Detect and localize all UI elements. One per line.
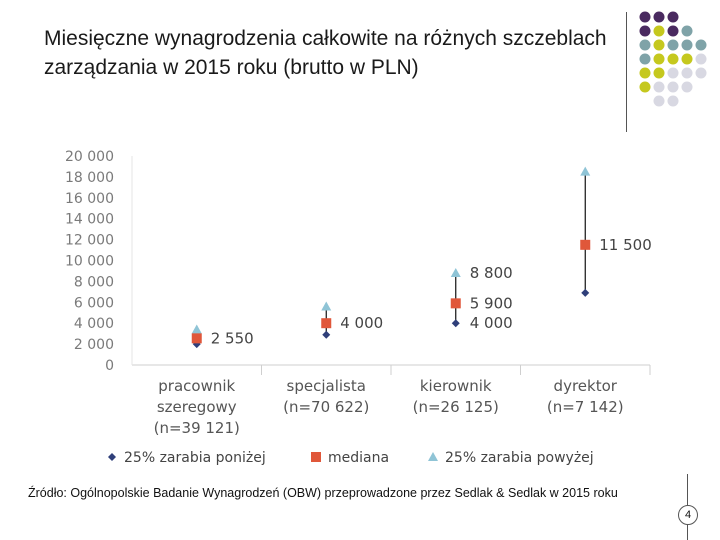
range-lines: [196, 171, 586, 345]
decorative-dot: [667, 81, 679, 93]
decorative-dot-grid: [639, 11, 707, 107]
high-quartile-marker: [321, 301, 332, 311]
decorative-dot: [639, 25, 651, 37]
data-label: 11 500: [599, 236, 652, 254]
legend-median-marker: [311, 452, 321, 462]
category-label: szeregowy: [157, 398, 237, 416]
data-markers: [191, 166, 591, 349]
category-label: pracownik: [158, 377, 235, 395]
data-labels: 2 550 4 000 8 800 5 900 4 000 11 500: [211, 236, 652, 348]
decorative-dot: [681, 81, 693, 93]
decorative-dot: [681, 25, 693, 37]
decorative-dot: [653, 11, 665, 23]
data-label: 4 000: [340, 314, 383, 332]
decorative-dot: [667, 95, 679, 107]
y-tick-label: 10 000: [65, 254, 114, 270]
decorative-dot: [639, 81, 651, 93]
y-tick-label: 14 000: [65, 212, 114, 228]
page-number: 4: [678, 505, 698, 525]
y-tick-label: 8 000: [74, 274, 114, 290]
category-label: (n=70 622): [283, 398, 369, 416]
decorative-dot: [667, 11, 679, 23]
y-tick-label: 20 000: [65, 149, 114, 165]
median-marker: [450, 298, 461, 309]
decorative-dot: [639, 53, 651, 65]
decorative-dot: [695, 67, 707, 79]
category-label: kierownik: [420, 377, 492, 395]
high-quartile-marker: [191, 324, 202, 334]
y-tick-label: 0: [105, 358, 114, 374]
decorative-dot: [639, 11, 651, 23]
low-quartile-marker: [451, 319, 460, 328]
high-quartile-marker: [450, 268, 461, 278]
decorative-dot: [653, 53, 665, 65]
data-label: 8 800: [470, 264, 513, 282]
median-marker: [321, 318, 332, 329]
decorative-dot: [639, 67, 651, 79]
high-quartile-marker: [580, 166, 591, 176]
slide-title: Miesięczne wynagrodzenia całkowite na ró…: [44, 27, 607, 79]
decorative-dot: [681, 39, 693, 51]
y-axis-ticks: 0 2 000 4 000 6 000 8 000 10 000 12 000 14 000 1…: [65, 149, 114, 374]
header-divider-line: [626, 12, 627, 132]
y-tick-label: 6 000: [74, 295, 114, 311]
decorative-dot: [653, 95, 665, 107]
decorative-dot: [667, 53, 679, 65]
legend-low-marker: [108, 453, 116, 461]
legend-label: 25% zarabia poniżej: [124, 450, 266, 466]
data-label: 2 550: [211, 329, 254, 347]
y-tick-label: 2 000: [74, 337, 114, 353]
data-label: 5 900: [470, 294, 513, 312]
y-tick-label: 18 000: [65, 170, 114, 186]
category-label: specjalista: [287, 377, 366, 395]
y-tick-label: 4 000: [74, 316, 114, 332]
legend-label: mediana: [328, 450, 389, 466]
data-label: 4 000: [470, 314, 513, 332]
category-labels: pracownik szeregowy (n=39 121) specjalista (…: [154, 377, 624, 437]
legend-high-marker: [428, 452, 438, 461]
decorative-dot: [667, 67, 679, 79]
low-quartile-marker: [581, 288, 590, 297]
low-quartile-marker: [322, 330, 331, 339]
decorative-dot: [667, 39, 679, 51]
category-label: (n=26 125): [413, 398, 499, 416]
decorative-dot: [695, 53, 707, 65]
legend-label: 25% zarabia powyżej: [445, 450, 594, 466]
category-label: (n=39 121): [154, 419, 240, 437]
median-marker: [580, 239, 591, 250]
decorative-dot: [681, 67, 693, 79]
decorative-dot: [667, 25, 679, 37]
decorative-dot: [681, 53, 693, 65]
decorative-dot: [653, 25, 665, 37]
decorative-dot: [695, 39, 707, 51]
decorative-dot: [639, 39, 651, 51]
y-tick-label: 12 000: [65, 233, 114, 249]
legend: 25% zarabia poniżej mediana 25% zarabia po…: [108, 450, 594, 466]
chart-area: 0 2 000 4 000 6 000 8 000 10 000 12 000 14 000 1…: [65, 149, 652, 466]
axes: [131, 156, 651, 375]
decorative-dot: [653, 81, 665, 93]
category-label: (n=7 142): [547, 398, 624, 416]
decorative-dot: [653, 67, 665, 79]
median-marker: [191, 333, 202, 344]
y-tick-label: 16 000: [65, 191, 114, 207]
category-label: dyrektor: [554, 377, 618, 395]
decorative-dot: [653, 39, 665, 51]
source-note: Źródło: Ogólnopolskie Badanie Wynagrodze…: [28, 486, 618, 500]
